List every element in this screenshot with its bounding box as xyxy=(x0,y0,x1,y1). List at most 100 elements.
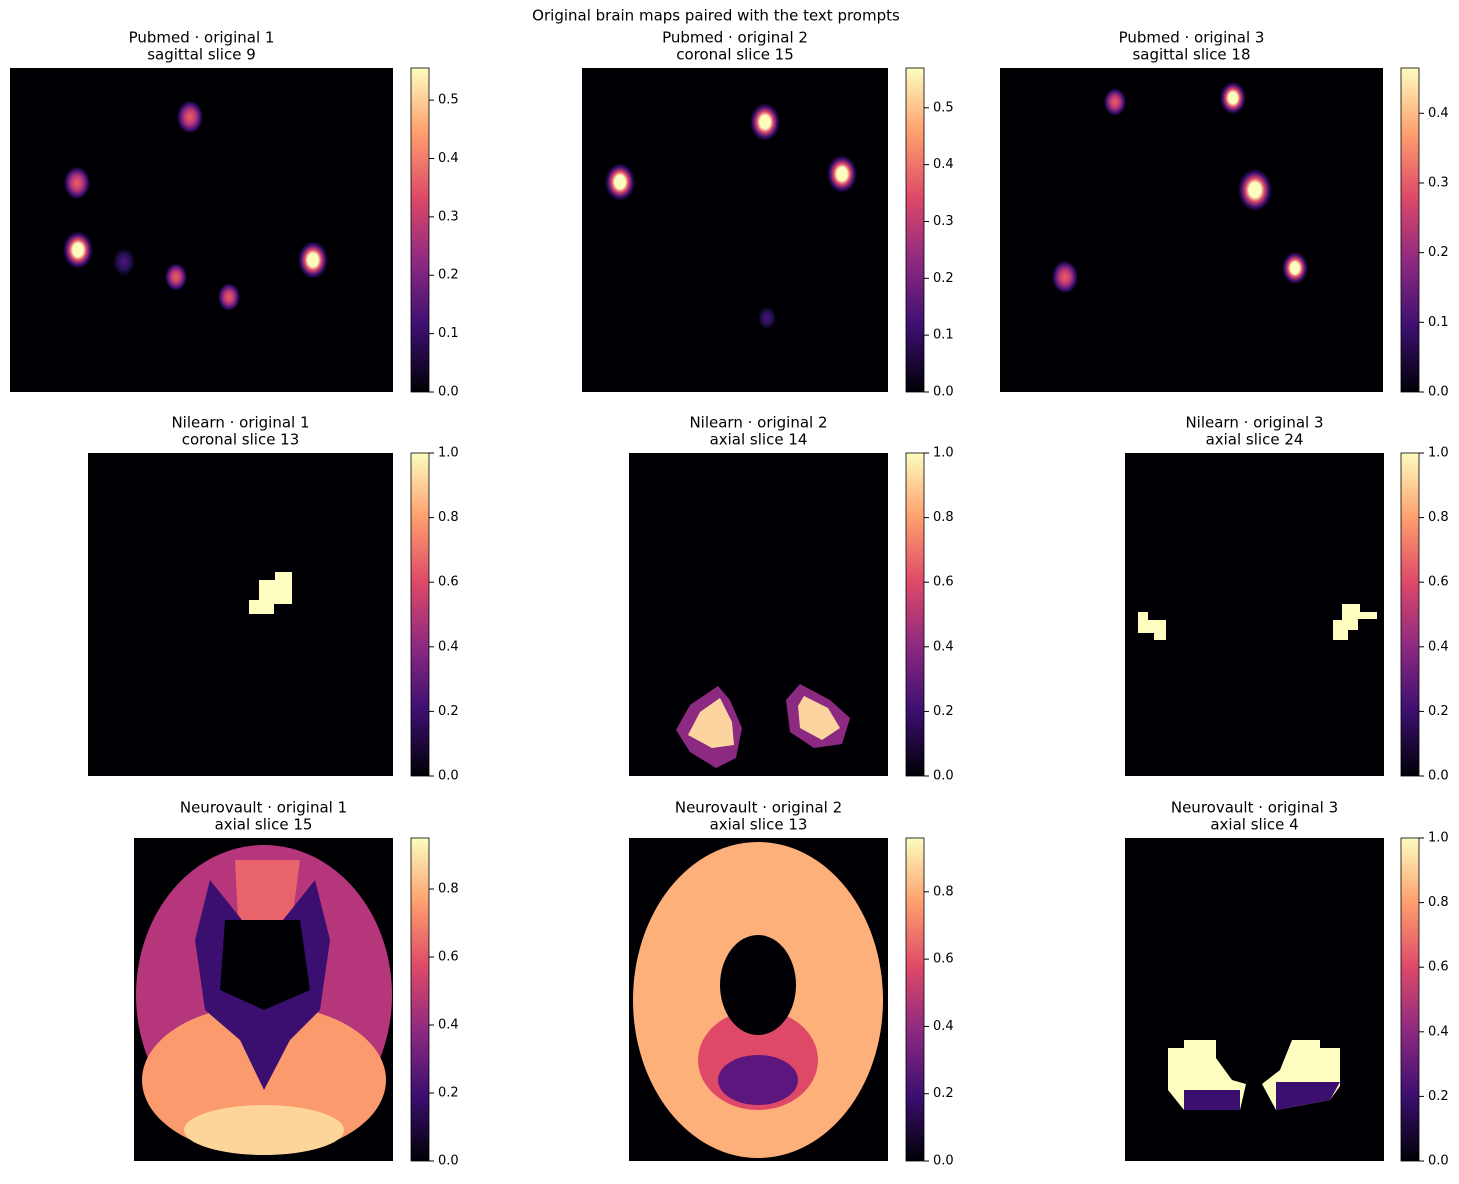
colorbar-tick-label: 0.1 xyxy=(438,326,459,341)
panel-title: Neurovault · original 2 xyxy=(675,799,842,817)
colorbar-tick-label: 0.0 xyxy=(438,769,459,784)
activation-blob xyxy=(827,155,857,193)
panel-title: Nilearn · original 3 xyxy=(1185,414,1323,432)
colorbar xyxy=(905,67,925,393)
heatmap-image xyxy=(629,453,888,776)
colorbar-tick-label: 0.2 xyxy=(1428,1089,1449,1104)
activation-blob xyxy=(605,163,635,201)
activation-blob xyxy=(758,306,776,330)
colorbar-tick-label: 0.2 xyxy=(438,1086,459,1101)
heatmap-image xyxy=(88,453,393,776)
colorbar-tick-label: 0.0 xyxy=(933,769,954,784)
colorbar-tick-label: 0.6 xyxy=(438,575,459,590)
colorbar-tick-label: 0.2 xyxy=(933,271,954,286)
activation-region xyxy=(1138,612,1166,640)
panel-title: Neurovault · original 3 xyxy=(1171,799,1338,817)
panel-title: coronal slice 15 xyxy=(676,46,794,64)
heatmap-image xyxy=(1125,453,1384,776)
colorbar xyxy=(905,452,925,777)
panel-title: axial slice 24 xyxy=(1206,431,1304,449)
activation-region xyxy=(1276,1082,1340,1110)
colorbar-tick-label: 0.0 xyxy=(1428,385,1449,400)
colorbar xyxy=(1400,452,1420,777)
colorbar-tick-label: 1.0 xyxy=(933,446,954,461)
colorbar-tick-label: 0.2 xyxy=(438,704,459,719)
colorbar-tick-label: 0.6 xyxy=(1428,575,1449,590)
colorbar-tick-label: 0.2 xyxy=(1428,245,1449,260)
colorbar-tick-label: 0.3 xyxy=(438,209,459,224)
colorbar-tick-label: 0.2 xyxy=(933,704,954,719)
panel-title: Neurovault · original 1 xyxy=(180,799,347,817)
activation-blob xyxy=(1282,251,1308,285)
panel-title: sagittal slice 18 xyxy=(1132,46,1250,64)
colorbar-tick-label: 0.4 xyxy=(1428,106,1449,121)
colorbar-tick-label: 0.1 xyxy=(933,328,954,343)
activation-blob xyxy=(1220,81,1246,115)
colorbar-tick-label: 0.4 xyxy=(1428,639,1449,654)
colorbar xyxy=(1400,67,1420,393)
panel-title: Nilearn · original 1 xyxy=(171,414,309,432)
colorbar-tick-label: 0.8 xyxy=(933,884,954,899)
panel-title: Pubmed · original 3 xyxy=(1119,29,1265,47)
colorbar-tick-label: 1.0 xyxy=(438,446,459,461)
heatmap-image xyxy=(1000,68,1383,392)
heatmap-image xyxy=(582,68,888,392)
activation-blob xyxy=(64,166,90,200)
activation-blob xyxy=(1238,168,1272,212)
colorbar xyxy=(410,452,430,777)
colorbar-tick-label: 0.1 xyxy=(1428,315,1449,330)
activation-blob xyxy=(113,248,135,276)
colorbar-tick-label: 0.8 xyxy=(1428,895,1449,910)
colorbar xyxy=(905,837,925,1162)
activation-blob xyxy=(63,231,93,269)
colorbar-tick-label: 0.0 xyxy=(438,1154,459,1169)
colorbar-tick-label: 0.0 xyxy=(933,1154,954,1169)
colorbar-tick-label: 0.0 xyxy=(933,385,954,400)
activation-region xyxy=(1333,604,1377,640)
panel-title: coronal slice 13 xyxy=(182,431,300,449)
brain-tissue xyxy=(184,1105,344,1155)
colorbar-tick-label: 0.6 xyxy=(438,950,459,965)
panel-title: axial slice 13 xyxy=(710,816,808,834)
colorbar-tick-label: 0.2 xyxy=(933,1086,954,1101)
colorbar-tick-label: 0.4 xyxy=(1428,1024,1449,1039)
colorbar-tick-label: 0.4 xyxy=(438,151,459,166)
colorbar-tick-label: 0.3 xyxy=(933,214,954,229)
activation-blob xyxy=(750,103,780,141)
activation-region xyxy=(235,860,300,920)
activation-blob xyxy=(298,241,328,279)
brain-tissue xyxy=(718,1055,798,1105)
colorbar-tick-label: 0.0 xyxy=(438,385,459,400)
activation-blob xyxy=(177,100,203,134)
activation-region xyxy=(249,572,292,614)
panel-title: sagittal slice 9 xyxy=(147,46,256,64)
colorbar xyxy=(410,837,430,1162)
colorbar-tick-label: 0.8 xyxy=(438,510,459,525)
panel-title: axial slice 4 xyxy=(1210,816,1298,834)
panel-title: axial slice 14 xyxy=(710,431,808,449)
colorbar-tick-label: 0.8 xyxy=(1428,510,1449,525)
colorbar-tick-label: 0.4 xyxy=(933,1019,954,1034)
colorbar xyxy=(410,67,430,393)
colorbar-tick-label: 0.8 xyxy=(933,510,954,525)
colorbar-tick-label: 1.0 xyxy=(1428,831,1449,846)
panel-title: axial slice 15 xyxy=(215,816,313,834)
colorbar-tick-label: 0.6 xyxy=(933,575,954,590)
panel-title: Nilearn · original 2 xyxy=(689,414,827,432)
activation-blob xyxy=(165,263,187,291)
activation-region xyxy=(1184,1090,1240,1110)
colorbar-tick-label: 0.5 xyxy=(438,93,459,108)
colorbar-tick-label: 1.0 xyxy=(1428,446,1449,461)
activation-region xyxy=(798,696,840,740)
activation-region xyxy=(220,920,310,1010)
colorbar-tick-label: 0.6 xyxy=(1428,960,1449,975)
